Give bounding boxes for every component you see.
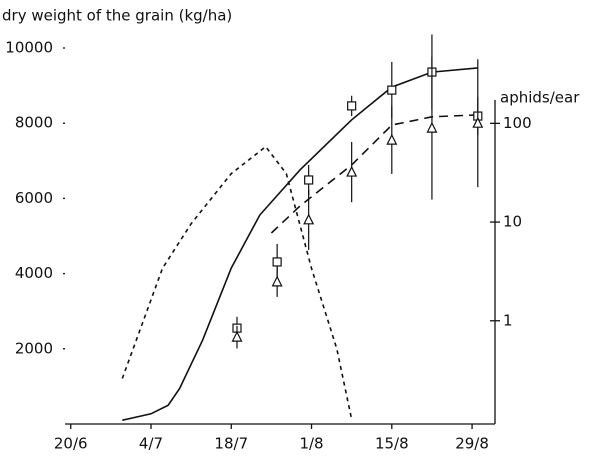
line bbox=[270, 114, 478, 234]
square-marker bbox=[347, 101, 357, 111]
triangle-marker bbox=[426, 121, 438, 133]
square-marker bbox=[387, 85, 397, 95]
line bbox=[122, 67, 478, 421]
x-tick-label: 4/7 bbox=[139, 435, 163, 453]
triangle-marker bbox=[303, 213, 315, 225]
triangle-marker bbox=[472, 116, 484, 128]
y-tick-label: 10000 bbox=[5, 39, 53, 57]
triangle-marker bbox=[346, 165, 358, 177]
y-tick-label: 8000 bbox=[15, 114, 53, 132]
line bbox=[121, 145, 353, 420]
y-tick-label: 4000 bbox=[15, 264, 53, 282]
triangle-marker bbox=[386, 133, 398, 145]
triangle-marker bbox=[271, 275, 283, 287]
y-tick-label: 2000 bbox=[15, 339, 53, 357]
x-tick-label: 29/8 bbox=[455, 435, 489, 453]
x-tick-label: 18/7 bbox=[214, 435, 248, 453]
triangle-marker bbox=[231, 330, 243, 342]
square-marker bbox=[304, 175, 314, 185]
y2-axis-label: aphids/ear bbox=[500, 89, 580, 107]
y-tick-label: 6000 bbox=[15, 189, 53, 207]
x-tick-label: 15/8 bbox=[375, 435, 409, 453]
square-marker bbox=[272, 257, 282, 267]
y2-tick-label: 1 bbox=[503, 311, 513, 329]
x-tick-label: 20/6 bbox=[54, 435, 88, 453]
x-tick-label: 1/8 bbox=[299, 435, 323, 453]
y2-tick-label: 10 bbox=[503, 213, 522, 231]
y2-tick-label: 100 bbox=[503, 114, 532, 132]
chart-title: dry weight of the grain (kg/ha) bbox=[2, 7, 232, 25]
